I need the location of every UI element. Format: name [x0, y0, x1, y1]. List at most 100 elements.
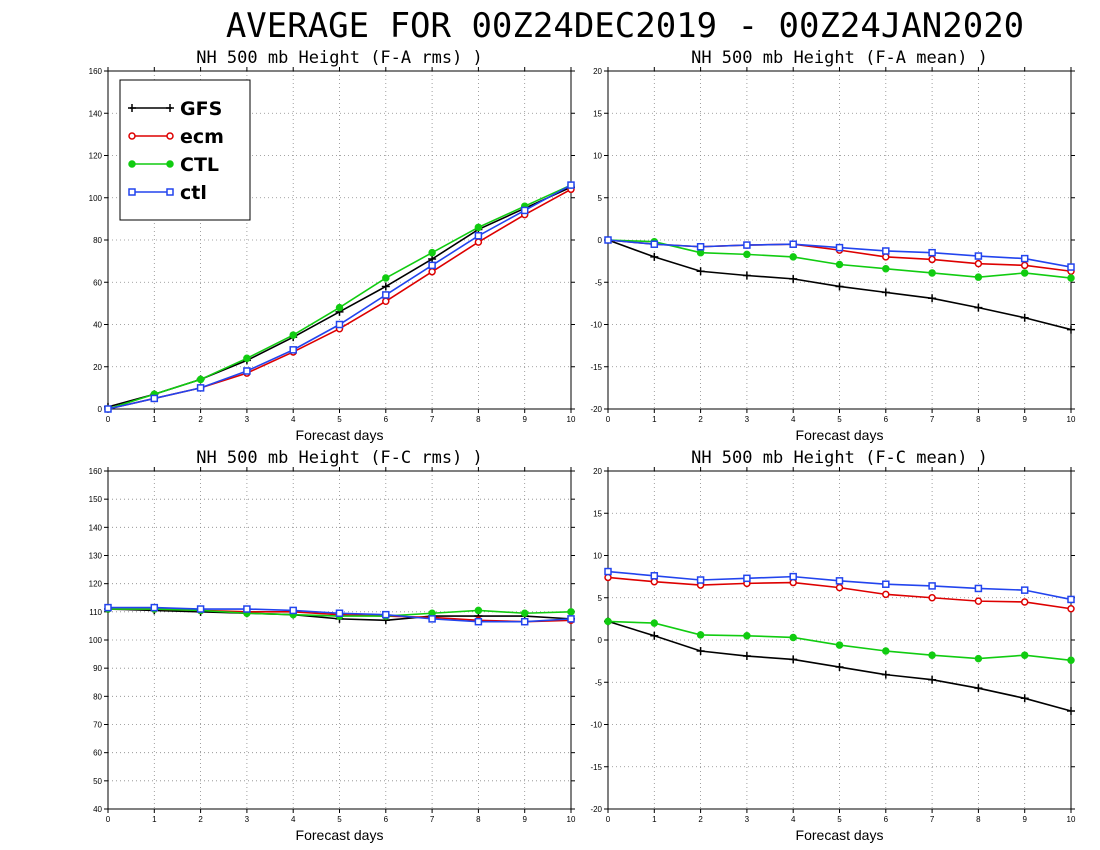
x-tick-label: 3 [245, 415, 250, 424]
y-tick-label: 5 [598, 594, 603, 603]
data-point-ecm [650, 577, 659, 586]
data-point-CTL [882, 264, 890, 273]
data-point-ctl [150, 603, 159, 612]
data-point-CTL [928, 651, 936, 659]
x-tick-label: 2 [198, 415, 203, 424]
series-ctl [604, 567, 1075, 604]
data-point-ctl [104, 603, 112, 612]
x-tick-label: 9 [522, 415, 527, 424]
y-tick-label: 40 [93, 805, 102, 814]
x-tick-label: 8 [976, 815, 981, 824]
data-point-GFS [1020, 313, 1029, 322]
data-point-CTL [335, 303, 344, 312]
data-point-CTL [974, 654, 983, 663]
data-point-ctl [428, 615, 436, 623]
data-point-ctl [150, 394, 159, 403]
data-point-ctl [104, 405, 112, 413]
data-point-ecm [1020, 598, 1029, 606]
x-tick-label: 9 [1022, 815, 1027, 824]
x-tick-label: 1 [652, 415, 657, 424]
series-ctl [104, 181, 575, 413]
data-point-ctl [974, 252, 983, 260]
y-tick-label: 150 [89, 495, 103, 504]
x-tick-label: 6 [884, 415, 889, 424]
x-tick-label: 10 [567, 815, 576, 824]
data-point-ecm [835, 583, 844, 592]
series-ctl [604, 236, 1075, 271]
data-point-GFS [881, 288, 890, 297]
data-point-CTL [743, 250, 751, 259]
data-point-GFS [381, 282, 390, 291]
chart-panel-3: NH 500 mb Height (F-C rms) )405060708090… [89, 448, 576, 843]
legend-marker [128, 188, 136, 196]
data-point-ctl [289, 346, 297, 354]
legend-marker [128, 104, 136, 112]
chart-panel-2: NH 500 mb Height (F-A mean) ) -20 -15 -10 -5… [590, 48, 1076, 443]
data-point-CTL [1067, 274, 1075, 282]
data-point-ctl [196, 605, 205, 613]
data-point-ctl [243, 605, 251, 613]
x-tick-label: 10 [1067, 415, 1076, 424]
data-point-ctl [882, 247, 890, 255]
data-point-ctl [696, 576, 705, 584]
data-point-ctl [882, 580, 890, 588]
x-tick-label: 8 [476, 415, 481, 424]
panel-title: NH 500 mb Height (F-A mean) ) [691, 48, 988, 68]
x-tick-label: 8 [976, 415, 981, 424]
data-point-ctl [567, 615, 575, 623]
legend-marker [128, 132, 136, 140]
x-tick-label: 2 [198, 815, 203, 824]
y-tick-label: 160 [89, 67, 103, 76]
legend-label: ctl [180, 182, 207, 204]
data-point-GFS [696, 646, 705, 655]
y-tick-label: 20 [593, 467, 602, 476]
y-tick-label: 10 [593, 152, 602, 161]
data-point-GFS [650, 252, 659, 261]
x-tick-label: 0 [106, 815, 111, 824]
data-point-ctl [520, 206, 529, 215]
data-point-ecm [1020, 261, 1029, 270]
y-tick-label: 0 [98, 405, 103, 414]
legend-marker [166, 188, 174, 196]
x-tick-label: 2 [698, 815, 703, 824]
y-tick-label: -10 [590, 321, 602, 330]
data-point-GFS [835, 663, 844, 672]
data-point-CTL [243, 354, 251, 363]
data-point-ecm [1067, 604, 1075, 613]
y-tick-label: 15 [593, 109, 602, 118]
y-tick-label: 60 [93, 749, 102, 758]
y-tick-label: 0 [598, 636, 603, 645]
data-point-CTL [928, 269, 936, 277]
y-tick-label: -20 [590, 805, 602, 814]
data-point-CTL [835, 641, 844, 649]
data-point-ctl [1020, 586, 1029, 594]
data-point-ctl [974, 584, 983, 593]
x-tick-label: 5 [337, 815, 342, 824]
panel-title: NH 500 mb Height (F-A rms) ) [196, 48, 483, 68]
x-tick-label: 6 [884, 815, 889, 824]
data-point-ctl [1067, 263, 1075, 271]
legend-label: GFS [180, 98, 222, 120]
data-point-GFS [742, 271, 751, 280]
y-tick-label: 20 [593, 67, 602, 76]
data-point-CTL [1020, 269, 1029, 277]
data-point-ctl [835, 243, 844, 252]
data-point-ctl [289, 606, 297, 615]
y-tick-label: -15 [590, 363, 602, 372]
y-tick-label: 5 [598, 194, 603, 203]
data-point-ecm [789, 578, 797, 587]
data-point-GFS [696, 267, 705, 276]
x-tick-label: 5 [837, 415, 842, 424]
data-point-GFS [789, 274, 798, 283]
x-tick-label: 9 [522, 815, 527, 824]
data-point-ctl [428, 261, 436, 270]
y-tick-label: 70 [93, 721, 102, 730]
series-ctl [104, 603, 575, 626]
chart-panels: NH 500 mb Height (F-A rms) )020406080100… [89, 48, 1076, 843]
x-tick-label: 0 [606, 815, 611, 824]
series-CTL [604, 617, 1075, 665]
data-point-GFS [1020, 694, 1029, 703]
y-tick-label: 100 [89, 636, 103, 645]
y-tick-label: 0 [598, 236, 603, 245]
data-point-ctl [789, 240, 797, 248]
